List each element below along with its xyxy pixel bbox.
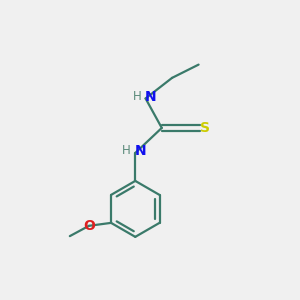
Text: H: H [132,90,141,103]
Text: H: H [122,144,130,157]
Text: S: S [200,121,210,135]
Text: O: O [83,219,95,233]
Text: N: N [135,145,146,158]
Text: N: N [145,90,157,104]
